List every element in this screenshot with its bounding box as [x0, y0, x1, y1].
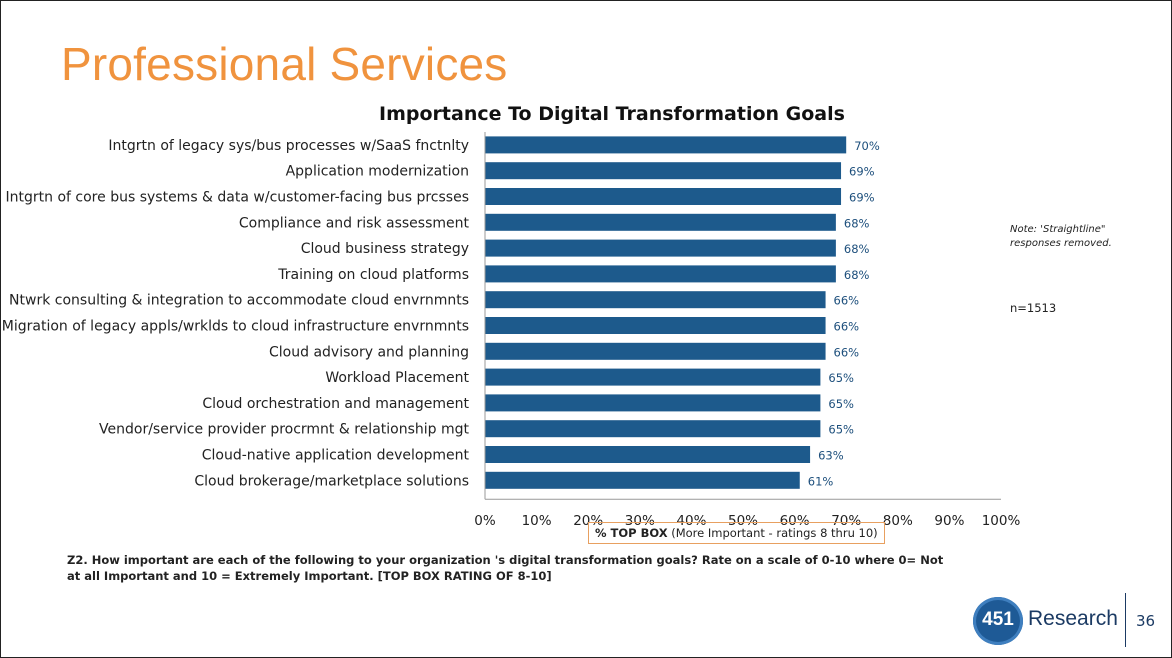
value-label: 66% — [834, 320, 860, 334]
bar — [485, 420, 821, 438]
x-tick-label: 90% — [934, 513, 964, 529]
logo-divider — [1125, 593, 1126, 647]
value-label: 68% — [844, 268, 870, 282]
bar — [485, 188, 842, 205]
page-number: 36 — [1136, 612, 1156, 630]
bar — [485, 213, 836, 231]
category-label: Training on cloud platforms — [277, 267, 469, 283]
category-label: Ntwrk consulting & integration to accomm… — [9, 293, 469, 309]
x-tick-label: 70% — [831, 513, 861, 529]
value-label: 65% — [828, 397, 854, 411]
value-label: 69% — [849, 191, 875, 205]
x-tick-label: 80% — [883, 513, 913, 529]
bar — [485, 368, 821, 386]
bar — [485, 394, 821, 412]
survey-question: Z2. How important are each of the follow… — [67, 553, 944, 583]
category-label: Cloud brokerage/marketplace solutions — [194, 473, 469, 489]
x-tick-label: 30% — [625, 513, 655, 529]
451-research-logo: 451 Research — [973, 597, 1118, 645]
value-label: 65% — [828, 371, 854, 385]
value-label: 69% — [849, 165, 875, 179]
category-label: Intgrtn of core bus systems & data w/cus… — [6, 190, 469, 206]
value-label: 63% — [818, 449, 844, 463]
x-axis-label-rest: (More Important - ratings 8 thru 10) — [671, 526, 878, 540]
bar — [485, 291, 826, 309]
value-label: 68% — [844, 242, 870, 256]
bar — [485, 446, 811, 463]
category-label: Compliance and risk assessment — [239, 215, 470, 231]
bar — [485, 162, 842, 180]
value-label: 66% — [834, 345, 860, 359]
category-label: Application modernization — [286, 164, 469, 180]
x-axis-label: % TOP BOX (More Important - ratings 8 th… — [588, 522, 885, 544]
x-axis-label-bold: % TOP BOX — [595, 526, 668, 540]
slide-title: Professional Services — [61, 38, 508, 90]
category-label: Cloud business strategy — [301, 241, 469, 257]
bar — [485, 317, 826, 334]
value-label: 68% — [844, 216, 870, 230]
value-label: 65% — [828, 423, 854, 437]
bar — [485, 471, 800, 489]
category-label: Vendor/service provider procrmnt & relat… — [99, 422, 469, 438]
category-label: Cloud-native application development — [202, 448, 470, 464]
value-label: 70% — [854, 139, 880, 153]
category-label: Workload Placement — [325, 370, 469, 386]
logo-text: Research — [1028, 607, 1118, 630]
category-label: Intgrtn of legacy sys/bus processes w/Sa… — [108, 138, 469, 154]
value-label: 61% — [808, 474, 834, 488]
bar — [485, 265, 836, 283]
note-text: Note: 'Straightline" responses removed. — [1010, 224, 1112, 249]
x-tick-label: 100% — [982, 513, 1021, 529]
logo-circle-icon — [973, 597, 1023, 645]
x-tick-label: 40% — [676, 513, 706, 529]
x-tick-label: 0% — [474, 513, 496, 529]
bar — [485, 342, 826, 360]
category-label: Cloud orchestration and management — [202, 396, 469, 412]
logo-number: 451 — [982, 609, 1014, 630]
bar — [485, 239, 836, 257]
x-tick-label: 10% — [522, 513, 552, 529]
chart-title: Importance To Digital Transformation Goa… — [379, 103, 845, 125]
bar-chart: Importance To Digital Transformation Goa… — [2, 103, 1021, 529]
bar — [485, 136, 847, 154]
sample-size: n=1513 — [1010, 301, 1057, 315]
x-tick-label: 50% — [728, 513, 758, 529]
value-label: 66% — [834, 294, 860, 308]
category-label: Cloud advisory and planning — [269, 344, 469, 360]
x-tick-label: 20% — [573, 513, 603, 529]
category-label: Migration of legacy appls/wrklds to clou… — [2, 319, 469, 335]
x-tick-label: 60% — [780, 513, 810, 529]
